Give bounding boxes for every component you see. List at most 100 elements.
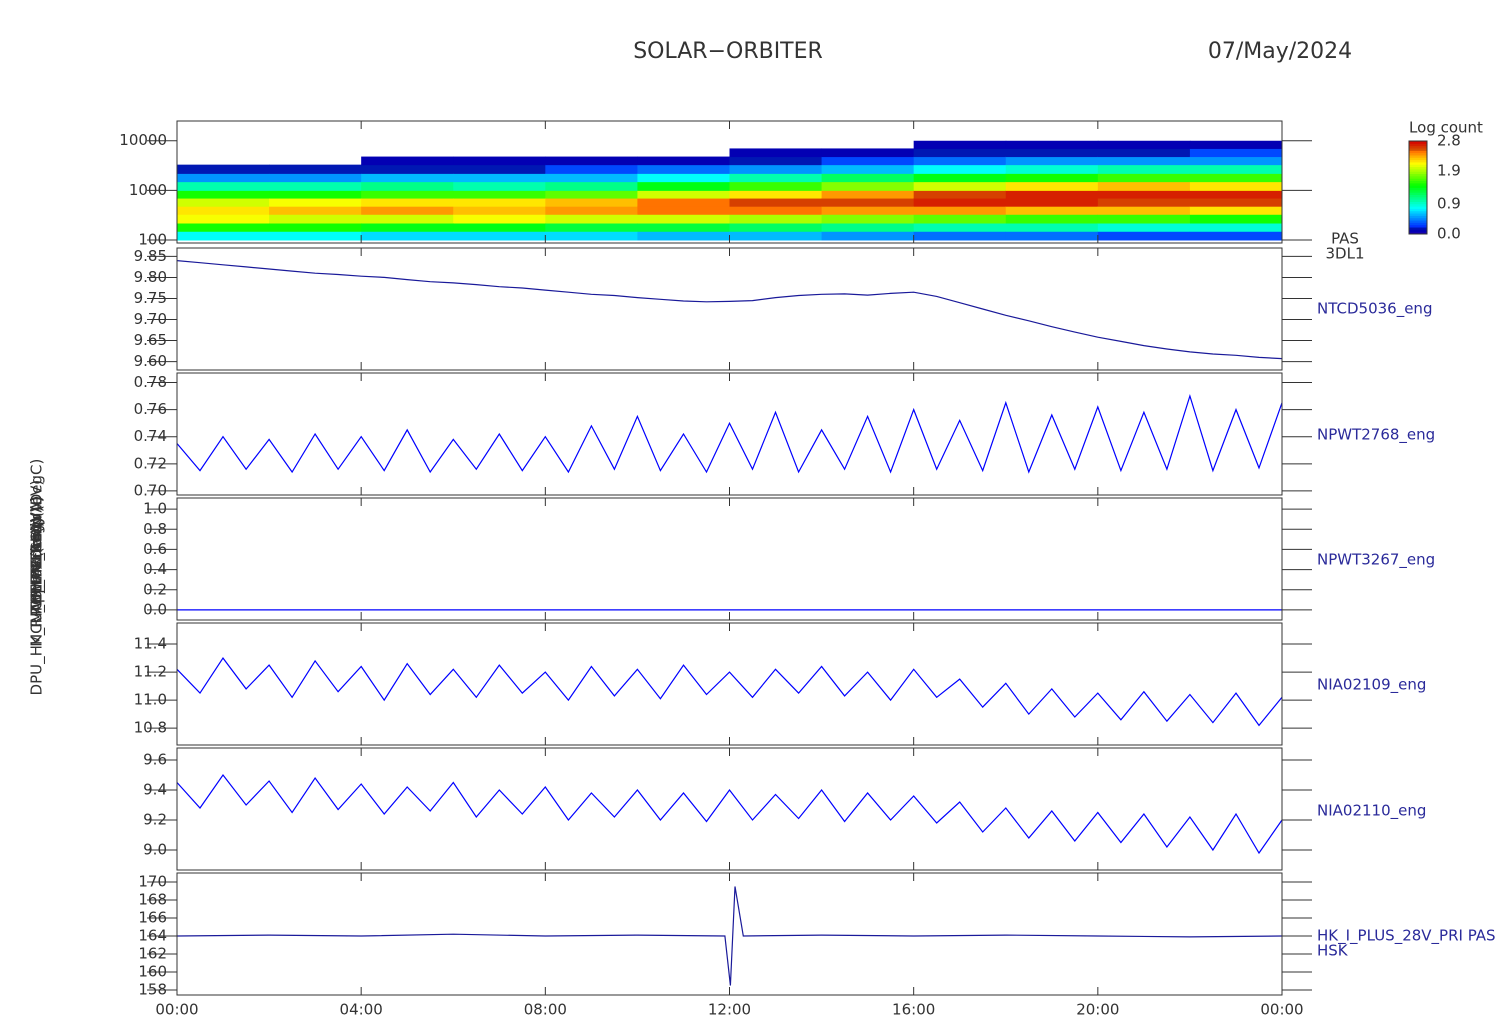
heat-cell: [821, 156, 915, 166]
colorbar-step: [1409, 147, 1427, 151]
colorbar-step: [1409, 201, 1427, 205]
heat-cell: [545, 206, 638, 215]
y-axis-title: MCU_CURR (mA): [28, 521, 47, 647]
panel-label: HK_I_PLUS_28V_PRI PAS: [1317, 927, 1496, 946]
y-axis-title: Approx Temp (DegC): [28, 459, 46, 614]
colorbar-step: [1409, 229, 1427, 233]
heat-cell: [1005, 231, 1099, 241]
heat-cell: [545, 173, 638, 183]
heat-cell: [361, 156, 454, 166]
colorbar-step: [1409, 168, 1427, 172]
colorbar-step: [1409, 141, 1427, 144]
heat-cell: [1097, 198, 1191, 207]
heat-cell: [545, 231, 638, 241]
y-axis-title: SWA-EAS1 (V): [28, 496, 46, 600]
colorbar-step: [1409, 208, 1427, 212]
x-tick-label: 00:00: [155, 1001, 198, 1019]
colorbar-step: [1409, 143, 1427, 147]
y-tick-label: 10000: [119, 131, 167, 149]
heat-cell: [729, 214, 823, 224]
heat-cell: [913, 164, 1007, 174]
data-line: [176, 773, 1283, 855]
heat-cell: [453, 206, 546, 215]
colorbar-step: [1409, 161, 1427, 165]
heat-cell: [269, 198, 362, 207]
colorbar-step: [1409, 206, 1427, 209]
colorbar-step: [1409, 227, 1427, 230]
heat-cell: [269, 206, 362, 215]
heat-cell: [1005, 140, 1099, 149]
colorbar-step: [1409, 173, 1427, 177]
heat-cell: [1189, 231, 1283, 241]
heat-cell: [1189, 164, 1283, 174]
colorbar-tick-label: 2.8: [1437, 132, 1461, 150]
heat-cell: [1005, 206, 1099, 215]
heat-cell: [913, 231, 1007, 241]
heat-cell: [729, 181, 823, 191]
heat-cell: [821, 181, 915, 191]
heat-cell: [1097, 156, 1191, 166]
data-line: [176, 657, 1283, 727]
heat-cell: [269, 231, 362, 241]
heat-cell: [545, 164, 638, 174]
colorbar-step: [1409, 203, 1427, 207]
heat-cell: [821, 214, 915, 224]
panel-frame: [176, 622, 1283, 746]
heat-cell: [361, 198, 454, 207]
y-axis-title: RPW_LFR (mA): [28, 517, 47, 628]
heat-cell: [821, 198, 915, 207]
heat-cell: [1005, 198, 1099, 207]
x-tick-label: 20:00: [1076, 1001, 1119, 1019]
heat-cell: [1097, 181, 1191, 191]
heat-cell: [1097, 190, 1191, 199]
heat-cell: [361, 223, 454, 232]
heat-cell: [177, 231, 270, 241]
heat-cell: [453, 156, 546, 166]
heat-cell: [269, 190, 362, 199]
colorbar-step: [1409, 152, 1427, 156]
heat-cell: [913, 190, 1007, 199]
heat-cell: [1189, 206, 1283, 215]
heat-cell: [1097, 214, 1191, 224]
panel-label: NPWT3267_eng: [1317, 551, 1435, 570]
chart-title: SOLAR−ORBITER: [633, 39, 823, 64]
colorbar-step: [1409, 164, 1427, 168]
colorbar-step: [1409, 196, 1427, 200]
heat-cell: [269, 173, 362, 183]
heat-cell: [361, 181, 454, 191]
heat-cell: [269, 223, 362, 232]
heat-cell: [1005, 173, 1099, 183]
heat-cell: [269, 181, 362, 191]
colorbar-step: [1409, 182, 1427, 186]
colorbar-tick-label: 0.9: [1437, 195, 1461, 213]
heat-cell: [177, 164, 270, 174]
panel-frame: [176, 372, 1283, 496]
heat-cell: [821, 223, 915, 232]
heat-cell: [453, 231, 546, 241]
colorbar-step: [1409, 187, 1427, 191]
x-tick-label: 08:00: [524, 1001, 567, 1019]
colorbar-step: [1409, 192, 1427, 195]
heat-cell: [177, 214, 270, 224]
heat-cell: [1005, 214, 1099, 224]
heat-cell: [913, 223, 1007, 232]
heat-cell: [453, 214, 546, 224]
x-tick-label: 04:00: [340, 1001, 383, 1019]
heat-cell: [637, 156, 730, 166]
colorbar-step: [1409, 150, 1427, 154]
heat-cell: [729, 223, 823, 232]
heat-cell: [1005, 190, 1099, 199]
heat-cell: [913, 214, 1007, 224]
heat-cell: [1189, 181, 1283, 191]
panel-label: NTCD5036_eng: [1317, 300, 1432, 319]
heat-cell: [729, 231, 823, 241]
x-tick-label: 16:00: [892, 1001, 935, 1019]
heat-cell: [1097, 164, 1191, 174]
panel-label: 3DL1: [1326, 245, 1365, 263]
panel-label: NPWT2768_eng: [1317, 426, 1435, 445]
heat-cell: [821, 190, 915, 199]
heat-cell: [729, 148, 823, 158]
colorbar-step: [1409, 166, 1427, 170]
data-line: [176, 393, 1283, 474]
heat-cell: [1097, 231, 1191, 241]
